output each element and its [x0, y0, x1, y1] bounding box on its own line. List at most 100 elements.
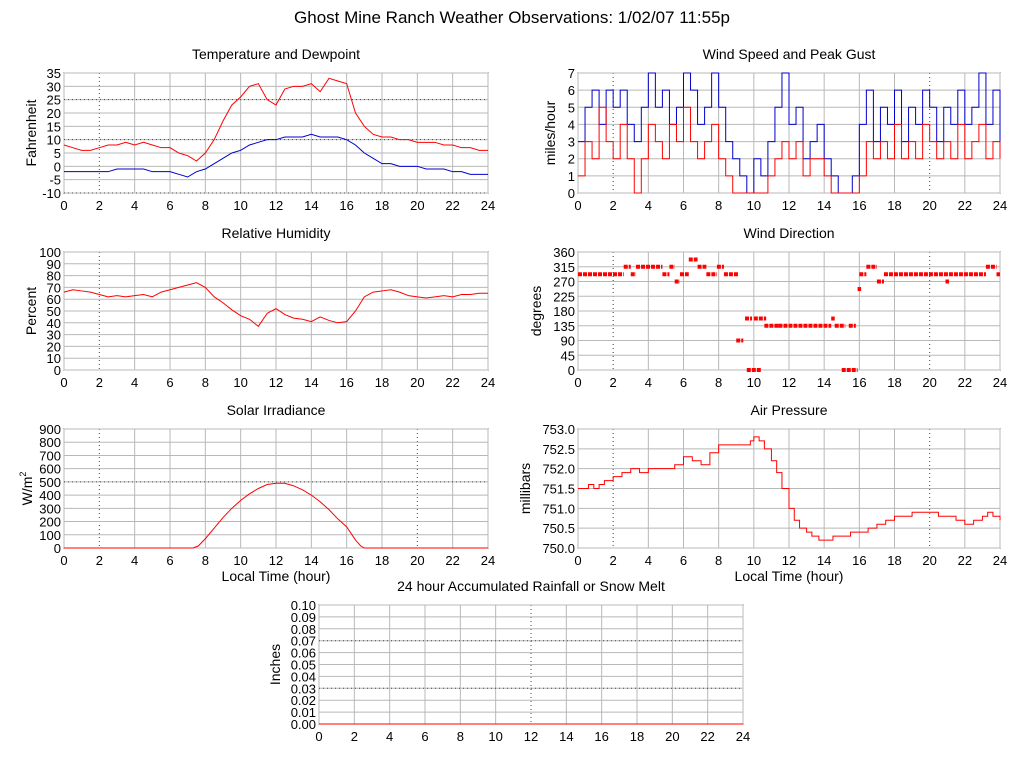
x-tick-label: 8: [715, 375, 722, 390]
x-tick-label: 14: [304, 198, 318, 213]
y-tick-label: 3: [568, 135, 575, 150]
y-tick-label: 15: [47, 119, 61, 134]
x-tick-label: 18: [375, 553, 389, 568]
humidity-chart: 0 2 4 6 8 10 12 14 16 18 20 22 240102030405060708090…: [23, 225, 495, 390]
series-line-0: [578, 72, 1001, 194]
y-tick-label: -5: [49, 173, 61, 188]
x-tick-label: 0: [574, 198, 581, 213]
x-tick-label: 24: [993, 553, 1007, 568]
x-tick-label: 20: [665, 729, 679, 744]
page-title: Ghost Mine Ranch Weather Observations: 1…: [294, 8, 730, 27]
y-tick-label: 5: [54, 146, 61, 161]
x-tick-label: 10: [233, 375, 247, 390]
x-tick-label: 2: [610, 375, 617, 390]
chart-title: Wind Speed and Peak Gust: [703, 46, 876, 62]
x-tick-label: 8: [202, 198, 209, 213]
y-tick-label: 50: [47, 304, 61, 319]
y-tick-label: 0.08: [291, 622, 316, 637]
x-tick-label: 12: [782, 553, 796, 568]
y-tick-label: 752.5: [542, 442, 575, 457]
series-line-1: [578, 106, 1001, 194]
chart-title: Solar Irradiance: [227, 402, 326, 418]
chart-title: Air Pressure: [750, 402, 827, 418]
x-tick-label: 10: [747, 375, 761, 390]
y-tick-label: 0.02: [291, 693, 316, 708]
x-tick-label: 20: [922, 198, 936, 213]
y-tick-label: 270: [553, 275, 575, 290]
x-axis-label: Local Time (hour): [735, 568, 844, 584]
x-tick-label: 16: [852, 553, 866, 568]
x-tick-label: 4: [386, 729, 393, 744]
x-tick-label: 14: [817, 553, 831, 568]
x-tick-label: 0: [60, 553, 67, 568]
x-tick-label: 20: [410, 198, 424, 213]
plot-area: [578, 72, 1001, 194]
y-tick-label: 5: [568, 100, 575, 115]
x-tick-label: 16: [594, 729, 608, 744]
chart-title: 24 hour Accumulated Rainfall or Snow Mel…: [397, 578, 665, 594]
x-tick-label: 24: [481, 375, 495, 390]
x-tick-label: 22: [958, 553, 972, 568]
x-tick-label: 2: [96, 553, 103, 568]
y-tick-label: 800: [39, 435, 61, 450]
y-tick-label: 6: [568, 83, 575, 98]
x-tick-label: 22: [445, 375, 459, 390]
y-tick-label: 100: [39, 528, 61, 543]
x-tick-label: 22: [958, 375, 972, 390]
y-tick-label: 0: [568, 363, 575, 378]
y-tick-label: 60: [47, 292, 61, 307]
x-tick-label: 8: [715, 198, 722, 213]
x-tick-label: 8: [457, 729, 464, 744]
y-tick-label: 0.09: [291, 610, 316, 625]
x-tick-label: 0: [60, 375, 67, 390]
x-tick-label: 18: [375, 198, 389, 213]
plot-area: [64, 482, 488, 549]
chart-title: Wind Direction: [743, 225, 834, 241]
y-axis-label: W/m2: [18, 472, 35, 506]
x-tick-label: 20: [410, 553, 424, 568]
x-tick-label: 14: [304, 553, 318, 568]
x-tick-label: 0: [574, 375, 581, 390]
x-tick-label: 6: [421, 729, 428, 744]
x-tick-label: 2: [96, 375, 103, 390]
y-axis-label: miles/hour: [542, 100, 558, 165]
x-tick-label: 4: [131, 198, 138, 213]
y-tick-label: 0: [54, 541, 61, 556]
x-tick-label: 22: [958, 198, 972, 213]
x-tick-label: 20: [922, 375, 936, 390]
y-tick-label: 7: [568, 66, 575, 81]
y-tick-label: 750.5: [542, 521, 575, 536]
y-axis-label: Percent: [23, 287, 39, 335]
y-tick-label: 30: [47, 79, 61, 94]
x-tick-label: 4: [645, 553, 652, 568]
x-tick-label: 12: [269, 375, 283, 390]
y-tick-label: 753.0: [542, 422, 575, 437]
y-tick-label: 0: [54, 159, 61, 174]
x-tick-label: 22: [445, 198, 459, 213]
y-tick-label: 300: [39, 501, 61, 516]
x-tick-label: 0: [60, 198, 67, 213]
y-tick-label: 90: [561, 334, 575, 349]
solar-chart: 0 2 4 6 8 10 12 14 16 18 20 22 240100200300400500600…: [18, 402, 495, 584]
y-tick-label: 4: [568, 117, 575, 132]
x-tick-label: 4: [645, 198, 652, 213]
y-axis-label: Fahrenheit: [23, 99, 39, 166]
y-tick-label: 30: [47, 328, 61, 343]
y-axis-label-superscript: 2: [18, 472, 28, 477]
x-tick-label: 6: [680, 553, 687, 568]
y-tick-label: 0.10: [291, 598, 316, 613]
y-tick-label: 750.0: [542, 541, 575, 556]
x-tick-label: 20: [410, 375, 424, 390]
y-tick-label: 10: [47, 133, 61, 148]
x-tick-label: 16: [852, 375, 866, 390]
series-line-0: [64, 482, 488, 549]
x-tick-label: 6: [680, 198, 687, 213]
y-tick-label: 751.0: [542, 501, 575, 516]
y-tick-label: 500: [39, 475, 61, 490]
x-tick-label: 12: [782, 198, 796, 213]
x-tick-label: 10: [233, 198, 247, 213]
series-line-0: [578, 436, 1001, 541]
x-tick-label: 6: [680, 375, 687, 390]
